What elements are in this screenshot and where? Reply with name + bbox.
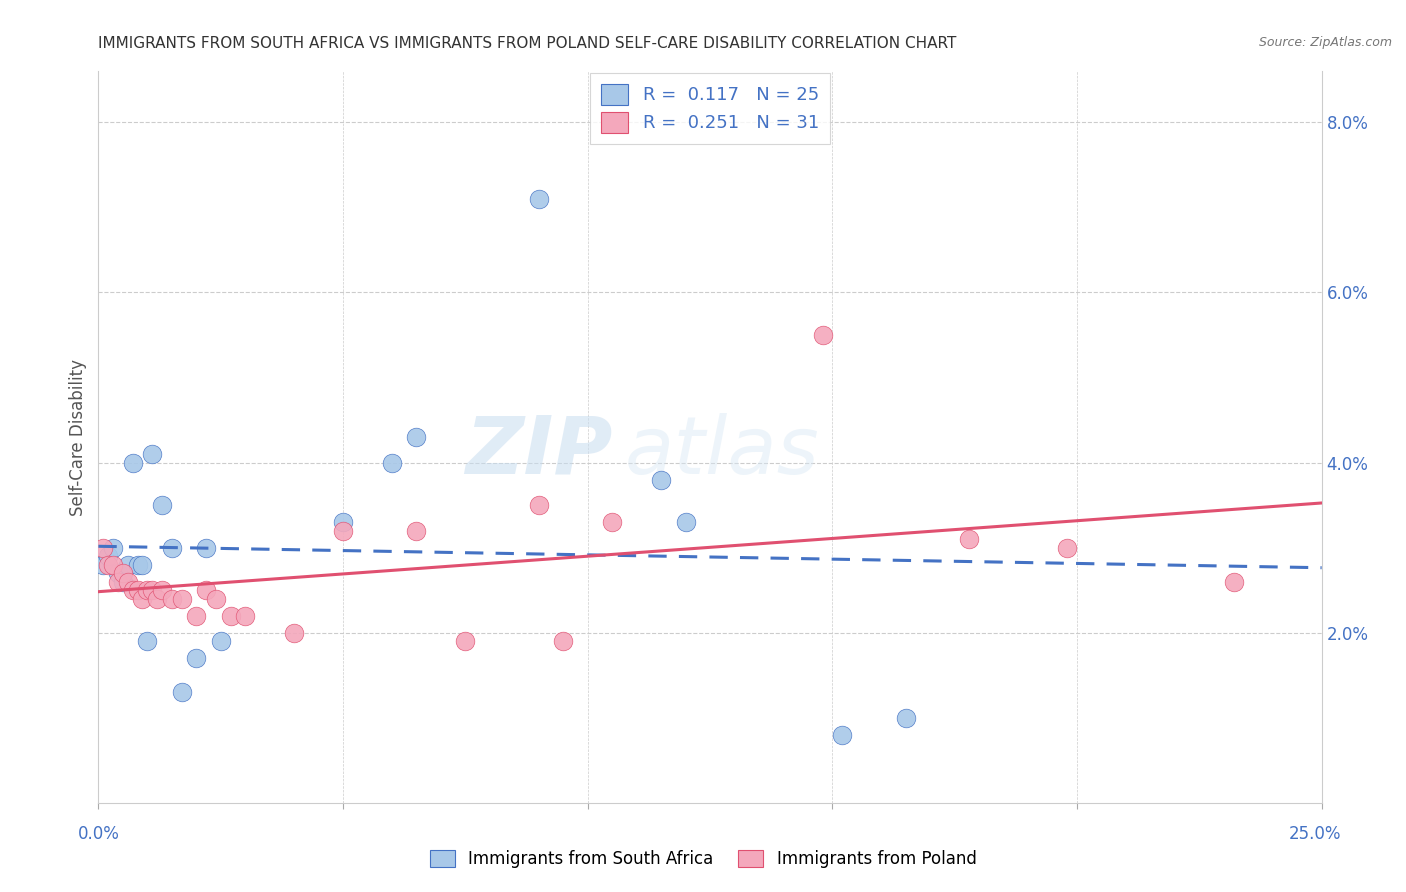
Point	[233, 608, 256, 623]
Text: 25.0%: 25.0%	[1288, 825, 1341, 843]
Point	[332, 524, 354, 538]
Point	[127, 558, 149, 572]
Text: 0.0%: 0.0%	[77, 825, 120, 843]
Point	[186, 651, 208, 665]
Point	[136, 634, 159, 648]
Point	[127, 583, 149, 598]
Point	[381, 456, 404, 470]
Point	[205, 591, 228, 606]
Point	[111, 566, 134, 581]
Point	[150, 583, 173, 598]
Point	[91, 541, 114, 555]
Point	[1222, 574, 1244, 589]
Text: IMMIGRANTS FROM SOUTH AFRICA VS IMMIGRANTS FROM POLAND SELF-CARE DISABILITY CORR: IMMIGRANTS FROM SOUTH AFRICA VS IMMIGRAN…	[98, 36, 957, 51]
Point	[553, 634, 575, 648]
Point	[117, 558, 139, 572]
Point	[894, 711, 917, 725]
Point	[209, 634, 232, 648]
Point	[186, 608, 208, 623]
Point	[136, 583, 159, 598]
Point	[141, 447, 163, 461]
Point	[170, 685, 193, 699]
Point	[121, 583, 143, 598]
Point	[111, 574, 134, 589]
Text: ZIP: ZIP	[465, 413, 612, 491]
Point	[527, 498, 550, 512]
Y-axis label: Self-Care Disability: Self-Care Disability	[69, 359, 87, 516]
Point	[107, 574, 129, 589]
Point	[97, 549, 120, 563]
Text: Source: ZipAtlas.com: Source: ZipAtlas.com	[1258, 36, 1392, 49]
Point	[121, 456, 143, 470]
Legend: Immigrants from South Africa, Immigrants from Poland: Immigrants from South Africa, Immigrants…	[423, 843, 983, 875]
Point	[131, 591, 153, 606]
Point	[195, 583, 218, 598]
Point	[170, 591, 193, 606]
Point	[219, 608, 242, 623]
Point	[146, 591, 169, 606]
Point	[527, 192, 550, 206]
Point	[141, 583, 163, 598]
Point	[195, 541, 218, 555]
Legend: R =  0.117   N = 25, R =  0.251   N = 31: R = 0.117 N = 25, R = 0.251 N = 31	[591, 73, 830, 144]
Point	[957, 532, 980, 546]
Point	[283, 625, 305, 640]
Point	[405, 524, 427, 538]
Point	[600, 515, 623, 529]
Point	[131, 558, 153, 572]
Point	[831, 728, 853, 742]
Point	[91, 558, 114, 572]
Point	[107, 566, 129, 581]
Point	[405, 430, 427, 444]
Point	[1056, 541, 1078, 555]
Point	[650, 473, 672, 487]
Point	[454, 634, 477, 648]
Point	[160, 541, 183, 555]
Point	[160, 591, 183, 606]
Point	[150, 498, 173, 512]
Point	[101, 558, 124, 572]
Point	[811, 328, 834, 343]
Point	[332, 515, 354, 529]
Point	[117, 574, 139, 589]
Text: atlas: atlas	[624, 413, 820, 491]
Point	[101, 541, 124, 555]
Point	[97, 558, 120, 572]
Point	[675, 515, 697, 529]
